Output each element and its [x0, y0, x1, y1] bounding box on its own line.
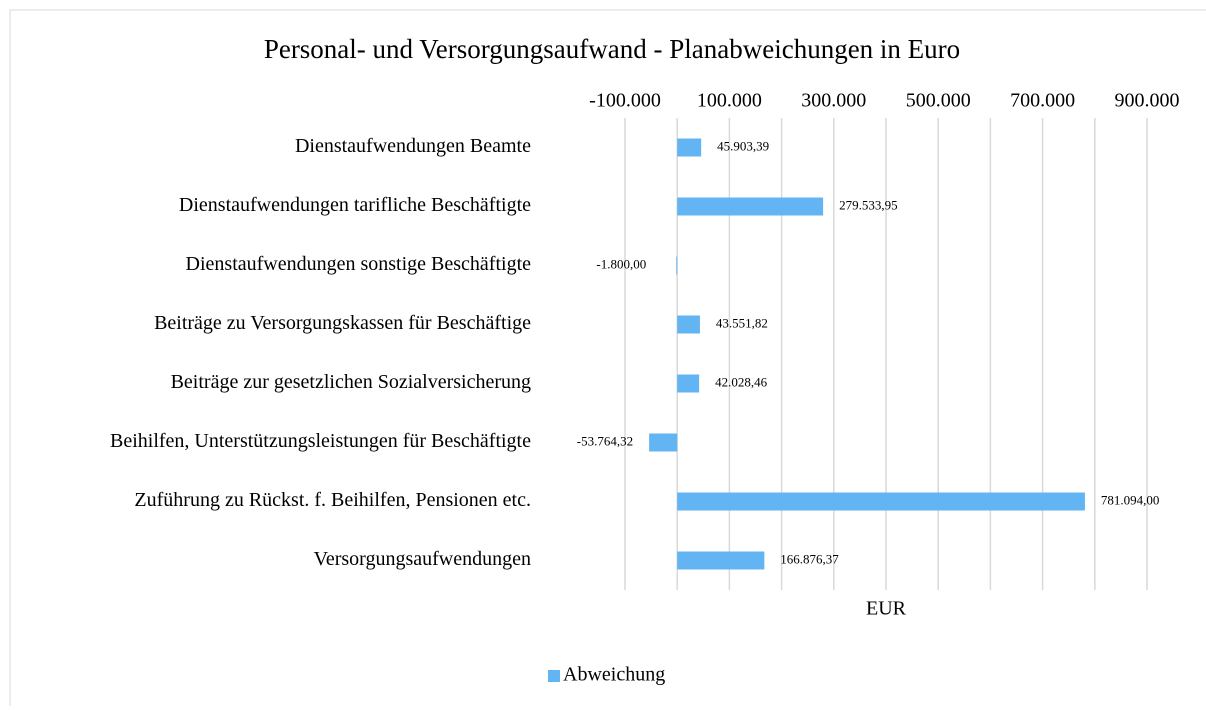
- bar: [677, 197, 824, 216]
- data-label: 43.551,82: [716, 315, 768, 330]
- bar: [677, 492, 1085, 511]
- data-label: 781.094,00: [1101, 492, 1160, 507]
- y-tick-label: Dienstaufwendungen sonstige Beschäftigte: [186, 253, 532, 275]
- y-tick-label: Beihilfen, Unterstützungsleistungen für …: [110, 430, 531, 452]
- data-label: 166.876,37: [780, 551, 839, 566]
- data-label: -53.764,32: [577, 433, 633, 448]
- x-tick-label: 900.000: [1115, 90, 1180, 112]
- bar: [649, 433, 678, 452]
- x-tick-label: -100.000: [589, 90, 661, 112]
- chart-border: [9, 9, 1206, 706]
- y-tick-label: Versorgungsaufwendungen: [314, 548, 531, 570]
- x-tick-label: 300.000: [801, 90, 866, 112]
- x-tick-label: 100.000: [697, 90, 762, 112]
- x-tick-label: 700.000: [1010, 90, 1075, 112]
- data-label: 45.903,39: [717, 138, 769, 153]
- legend-swatch: [548, 670, 560, 682]
- data-label: 42.028,46: [715, 374, 768, 389]
- x-tick-label: 500.000: [906, 90, 971, 112]
- y-tick-label: Zuführung zu Rückst. f. Beihilfen, Pensi…: [134, 489, 531, 511]
- chart-title: Personal- und Versorgungsaufwand - Plana…: [264, 34, 960, 64]
- y-tick-label: Beiträge zu Versorgungskassen für Beschä…: [154, 312, 531, 334]
- x-axis-title: EUR: [866, 598, 907, 620]
- bar: [676, 256, 678, 275]
- y-tick-label: Dienstaufwendungen Beamte: [295, 135, 531, 157]
- bar: [677, 138, 702, 157]
- data-label: 279.533,95: [839, 197, 898, 212]
- legend-label: Abweichung: [563, 664, 665, 686]
- y-tick-label: Dienstaufwendungen tarifliche Beschäftig…: [179, 194, 531, 216]
- bar: [677, 374, 700, 393]
- data-label: -1.800,00: [596, 256, 646, 271]
- y-tick-label: Beiträge zur gesetzlichen Sozialversiche…: [171, 371, 531, 393]
- bar: [677, 315, 700, 334]
- bar: [677, 551, 765, 570]
